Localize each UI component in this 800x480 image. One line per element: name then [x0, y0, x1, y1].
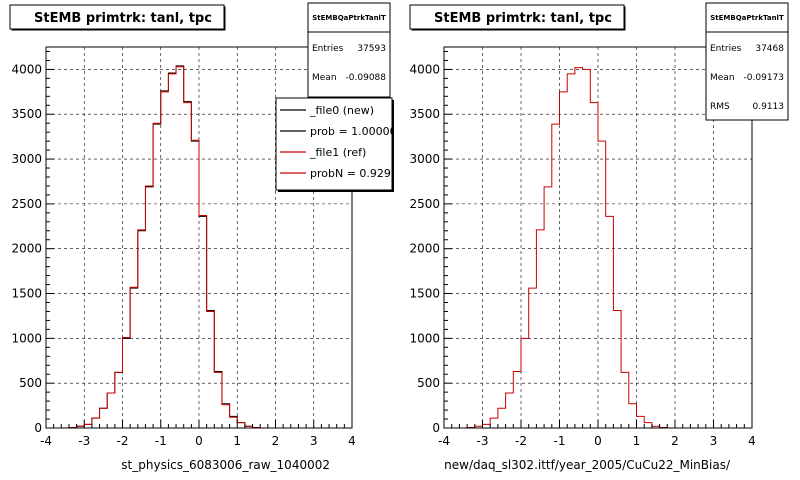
- x-tick-label: 3: [710, 434, 718, 448]
- x-tick-label: -1: [554, 434, 566, 448]
- stats-value: 37593: [357, 44, 386, 54]
- title-box: [9, 4, 225, 30]
- y-tick-label: 2500: [409, 197, 440, 211]
- y-tick-label: 3500: [11, 107, 42, 121]
- chart-title: StEMB primtrk: tanl, tpc: [34, 11, 212, 26]
- y-tick-label: 2000: [11, 242, 42, 256]
- y-tick-label: 3000: [11, 152, 42, 166]
- legend-entry: probN = 0.929235: [310, 167, 412, 180]
- stats-value: 37468: [755, 44, 784, 54]
- x-axis-label: new/daq_sl302.ittf/year_2005/CuCu22_MinB…: [444, 458, 731, 472]
- y-tick-label: 1500: [11, 287, 42, 301]
- x-tick-label: -4: [40, 434, 52, 448]
- stats-label: Mean: [312, 73, 337, 83]
- y-tick-label: 2500: [11, 197, 42, 211]
- x-tick-label: 2: [272, 434, 280, 448]
- x-tick-label: -4: [438, 434, 450, 448]
- x-tick-label: 1: [233, 434, 241, 448]
- x-tick-label: 4: [348, 434, 356, 448]
- stats-box: [307, 2, 391, 98]
- x-tick-label: 0: [594, 434, 602, 448]
- chart-title: StEMB primtrk: tanl, tpc: [434, 11, 612, 26]
- y-tick-label: 2000: [409, 242, 440, 256]
- stats-label: Entries: [710, 44, 742, 54]
- stats-label: Mean: [710, 73, 735, 83]
- y-tick-label: 4000: [11, 62, 42, 76]
- legend-entry: _file1 (ref): [309, 146, 366, 159]
- stats-label: Entries: [312, 44, 344, 54]
- x-tick-label: -3: [78, 434, 90, 448]
- legend: _file0 (new) prob = 1.000000 _file1 (ref) p…: [275, 97, 412, 192]
- y-tick-label: 4000: [409, 62, 440, 76]
- histogram-panel-2: -4 -3 -2 -1 0 1 2 3 4 0 500 1000 1500 2000 2500 3000 350…: [409, 2, 789, 472]
- histogram-panel-1: -4 -3 -2 -1 0 1 2 3 4 0 500 1000 1500 2000 2500 3000 350…: [9, 2, 412, 472]
- y-tick-label: 0: [34, 421, 42, 435]
- stats-value: 0.9113: [753, 102, 785, 112]
- x-tick-label: -2: [515, 434, 527, 448]
- legend-entry: _file0 (new): [309, 104, 374, 117]
- y-tick-label: 1500: [409, 287, 440, 301]
- x-tick-label: -3: [477, 434, 489, 448]
- y-tick-label: 1000: [409, 331, 440, 345]
- x-tick-label: 1: [633, 434, 641, 448]
- y-tick-label: 500: [19, 376, 42, 390]
- legend-box: [275, 97, 393, 191]
- stats-label: RMS: [710, 102, 730, 112]
- x-tick-label: 2: [671, 434, 679, 448]
- stats-box-name: StEMBQaPtrkTanlT: [710, 14, 784, 22]
- legend-entry: prob = 1.000000: [310, 125, 404, 138]
- x-tick-label: -2: [117, 434, 129, 448]
- x-tick-label: -1: [155, 434, 167, 448]
- x-tick-label: 3: [310, 434, 318, 448]
- y-tick-label: 3500: [409, 107, 440, 121]
- x-tick-label: 4: [748, 434, 756, 448]
- y-tick-label: 500: [417, 376, 440, 390]
- y-tick-label: 3000: [409, 152, 440, 166]
- y-tick-label: 1000: [11, 331, 42, 345]
- stats-box-name: StEMBQaPtrkTanlT: [312, 14, 386, 22]
- title-box: [409, 4, 625, 30]
- y-tick-label: 0: [432, 421, 440, 435]
- stats-value: -0.09088: [346, 73, 387, 83]
- stats-value: -0.09173: [744, 73, 784, 83]
- stats-box: [705, 2, 789, 121]
- x-tick-label: 0: [195, 434, 203, 448]
- x-axis-label: st_physics_6083006_raw_1040002: [121, 458, 330, 472]
